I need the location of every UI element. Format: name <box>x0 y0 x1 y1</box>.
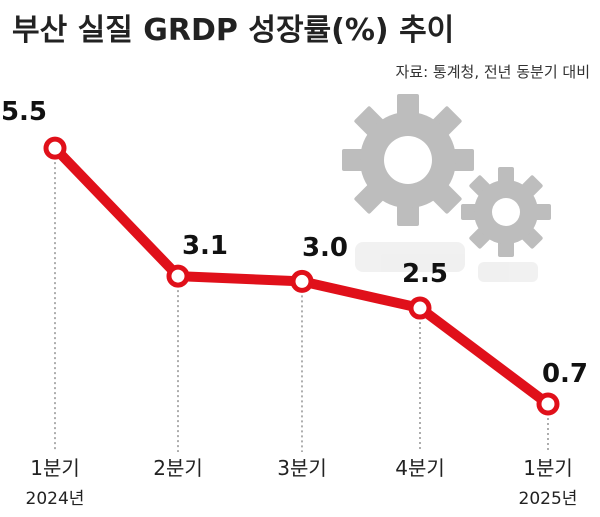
large-gear-icon <box>342 94 474 226</box>
data-point-3 <box>408 296 432 320</box>
value-label-3: 2.5 <box>402 259 448 289</box>
x-tick-label-1: 2분기 <box>153 456 203 480</box>
value-labels: 5.5 3.1 3.0 2.5 0.7 <box>1 97 588 389</box>
value-label-2: 3.0 <box>302 233 348 263</box>
guide-lines <box>54 162 549 452</box>
year-label-4: 2025년 <box>519 489 578 509</box>
x-tick-label-2: 3분기 <box>277 456 327 480</box>
chart-source: 자료: 통계청, 전년 동분기 대비 <box>396 63 591 81</box>
data-points <box>43 136 560 416</box>
chart-title: 부산 실질 GRDP 성장률(%) 추이 <box>12 13 454 48</box>
x-tick-label-0: 1분기 <box>30 456 80 480</box>
x-tick-label-4: 1분기 <box>523 456 573 480</box>
x-axis-ticks: 1분기 2024년 2분기 3분기 4분기 1분기 2025년 <box>26 456 578 509</box>
data-point-2 <box>290 269 314 293</box>
gear-decoration <box>342 94 551 282</box>
value-label-1: 3.1 <box>182 231 228 261</box>
gear-reflection <box>355 242 538 282</box>
data-point-0 <box>43 136 67 160</box>
data-point-1 <box>166 264 190 288</box>
value-label-4: 0.7 <box>542 359 588 389</box>
year-label-0: 2024년 <box>26 489 85 509</box>
small-gear-icon <box>461 167 551 257</box>
value-label-0: 5.5 <box>1 97 47 127</box>
data-point-4 <box>536 392 560 416</box>
x-tick-label-3: 4분기 <box>395 456 445 480</box>
